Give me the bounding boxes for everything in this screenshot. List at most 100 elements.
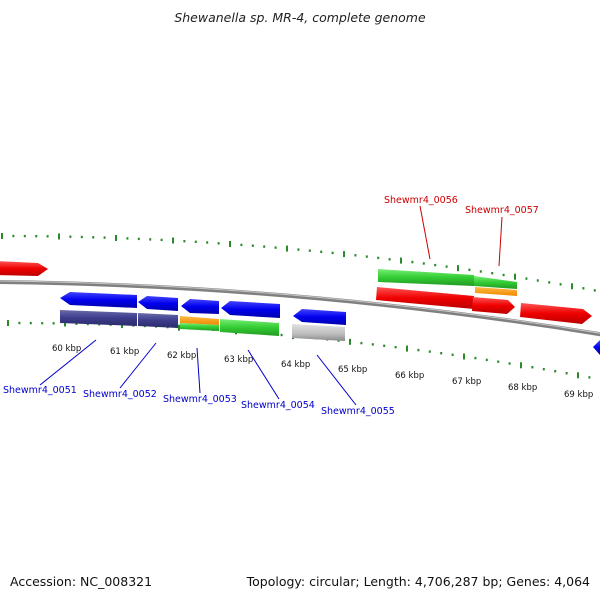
major-tick	[58, 233, 60, 240]
gene-arrow-reverse-0052[interactable]	[138, 296, 178, 311]
accession-text: Accession: NC_008321	[10, 574, 153, 589]
pseudo-feature-0055[interactable]	[292, 324, 345, 341]
gene-arrow-reverse-0053[interactable]	[181, 299, 219, 314]
minor-tick	[536, 279, 539, 282]
minor-tick	[565, 372, 568, 375]
misc-feature-0051[interactable]	[60, 310, 137, 326]
minor-tick	[491, 272, 494, 275]
major-tick	[286, 245, 288, 252]
minor-tick	[206, 241, 209, 244]
rna-feature-0056[interactable]	[378, 269, 474, 286]
minor-tick	[582, 287, 585, 290]
minor-tick	[80, 235, 83, 239]
rna-feature-0054[interactable]	[220, 319, 279, 336]
minor-tick	[297, 248, 300, 251]
rna-feature-0053[interactable]	[180, 323, 219, 331]
minor-tick	[422, 262, 425, 265]
leader-line	[119, 342, 157, 389]
major-tick	[406, 345, 408, 352]
minor-tick	[411, 260, 414, 264]
minor-tick	[308, 249, 311, 252]
gene-arrow-forward-0056[interactable]	[376, 287, 474, 309]
axis-label: 67 kbp	[452, 377, 481, 387]
minor-tick	[479, 270, 482, 273]
minor-tick	[263, 245, 266, 248]
gene-arrow-reverse-0051[interactable]	[60, 292, 137, 308]
minor-tick	[360, 341, 363, 345]
minor-tick	[320, 250, 323, 253]
gene-label-shewmr4-0054[interactable]: Shewmr4_0054	[241, 400, 315, 411]
minor-tick	[69, 235, 72, 238]
major-tick	[514, 273, 516, 280]
gene-label-shewmr4-0056[interactable]: Shewmr4_0056	[384, 195, 458, 206]
minor-tick	[554, 370, 557, 373]
gene-arrow-forward-0050[interactable]	[0, 261, 48, 276]
minor-tick	[365, 255, 368, 258]
minor-tick	[388, 258, 391, 261]
minor-tick	[103, 236, 106, 239]
minor-tick	[371, 343, 374, 346]
minor-tick	[280, 333, 283, 337]
major-tick	[1, 233, 3, 239]
axis-label: 65 kbp	[338, 365, 367, 375]
major-tick	[172, 237, 174, 244]
minor-tick	[12, 234, 15, 238]
minor-tick	[485, 358, 488, 362]
minor-tick	[440, 352, 443, 355]
gene-label-shewmr4-0052[interactable]: Shewmr4_0052	[83, 389, 157, 400]
minor-tick	[588, 376, 591, 379]
major-tick	[577, 372, 579, 379]
major-tick	[571, 283, 573, 290]
minor-tick	[593, 289, 596, 292]
gene-arrow-reverse-0055[interactable]	[293, 309, 346, 325]
minor-tick	[497, 360, 500, 363]
gene-arrow-reverse-0054[interactable]	[221, 301, 280, 318]
reverse-strand-track	[60, 292, 600, 355]
gene-label-shewmr4-0057[interactable]: Shewmr4_0057	[465, 205, 539, 216]
gene-arrow-forward-0057[interactable]	[472, 297, 515, 314]
cds-feature-0057[interactable]	[475, 287, 517, 296]
major-tick	[457, 265, 459, 272]
minor-tick	[160, 238, 163, 242]
minor-tick	[23, 234, 26, 238]
minor-tick	[274, 246, 277, 249]
genome-backbone	[0, 280, 600, 337]
minor-tick	[92, 236, 95, 239]
minor-tick	[445, 265, 448, 268]
minor-tick	[35, 235, 38, 238]
minor-tick	[383, 344, 386, 347]
axis-label: 62 kbp	[167, 351, 196, 361]
leader-line	[316, 354, 357, 406]
minor-tick	[417, 348, 420, 352]
minor-tick	[217, 242, 220, 245]
gene-label-shewmr4-0051[interactable]: Shewmr4_0051	[3, 385, 77, 396]
misc-feature-0052[interactable]	[138, 313, 178, 328]
gene-arrow-reverse-edge[interactable]	[593, 340, 600, 355]
major-tick	[463, 353, 465, 360]
axis-labels: 60 kbp 61 kbp 62 kbp 63 kbp 64 kbp 65 kb…	[52, 344, 593, 400]
gene-arrow-forward-0058[interactable]	[520, 303, 592, 324]
minor-tick	[377, 256, 380, 260]
axis-label: 64 kbp	[281, 360, 310, 370]
genome-backbone-highlight	[0, 280, 600, 334]
minor-tick	[502, 273, 505, 277]
minor-tick	[75, 322, 78, 325]
axis-label: 66 kbp	[395, 371, 424, 381]
leader-line	[247, 349, 280, 400]
cds-feature-0053[interactable]	[180, 316, 219, 325]
gene-label-shewmr4-0053[interactable]: Shewmr4_0053	[163, 394, 237, 405]
minor-tick	[428, 350, 431, 353]
minor-tick	[240, 243, 243, 247]
axis-label: 69 kbp	[564, 390, 593, 400]
minor-tick	[559, 283, 562, 286]
rna-feature-0057[interactable]	[474, 276, 517, 289]
minor-tick	[126, 237, 129, 240]
leader-line	[498, 216, 503, 267]
minor-tick	[251, 244, 254, 247]
minor-tick	[474, 356, 477, 360]
major-tick	[400, 257, 402, 264]
minor-tick	[29, 321, 32, 325]
gene-label-shewmr4-0055[interactable]: Shewmr4_0055	[321, 406, 395, 417]
axis-label: 60 kbp	[52, 344, 81, 354]
